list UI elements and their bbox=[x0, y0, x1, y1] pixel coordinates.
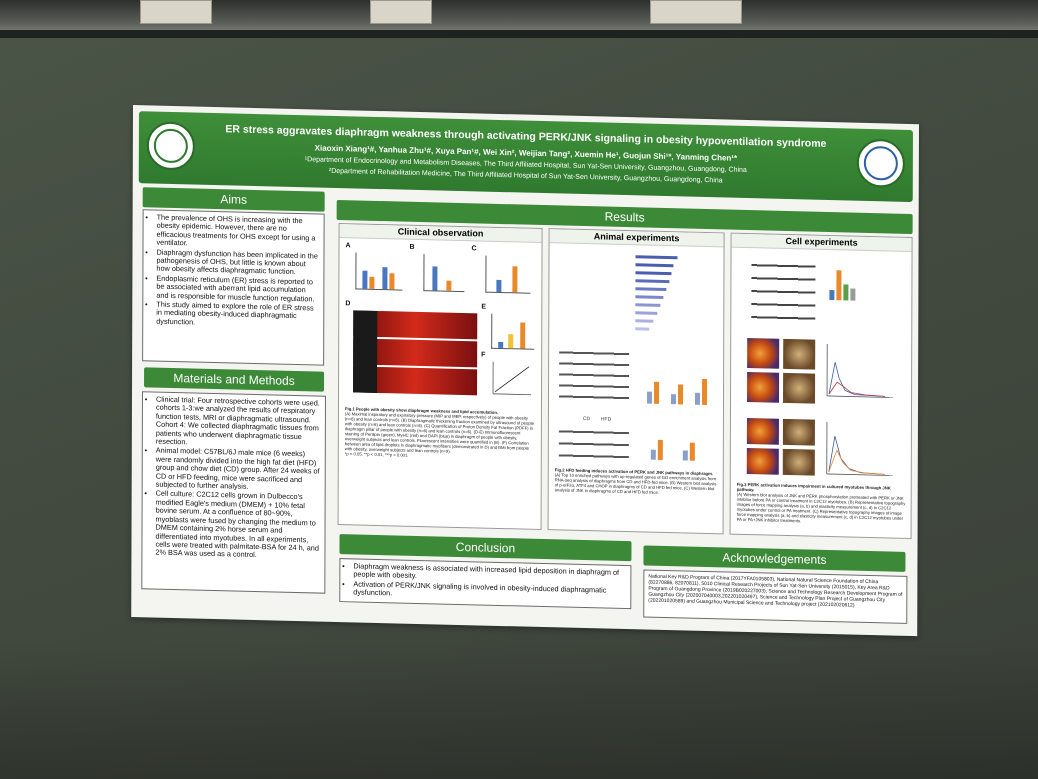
panel-letter: D bbox=[345, 300, 351, 308]
aims-item: Diaphragm dysfunction has been implicate… bbox=[156, 247, 319, 277]
topography-image bbox=[783, 338, 816, 370]
cell-caption: Fig.3 PERK activation induces impairment… bbox=[737, 482, 907, 534]
bar-chart-figure bbox=[485, 255, 531, 294]
methods-item: Clinical trial: Four retrospective cohor… bbox=[156, 395, 321, 450]
cell-caption-text: (A) Western blot analysis of JNK and PER… bbox=[736, 491, 906, 524]
topography-image bbox=[747, 338, 780, 369]
methods-heading: Materials and Methods bbox=[144, 367, 325, 392]
ceiling-light bbox=[650, 0, 742, 24]
ceiling-light bbox=[370, 0, 432, 24]
clinical-caption: Fig.1 People with obesity show diaphragm… bbox=[345, 406, 535, 523]
animal-caption: Fig.2 HFD feeding induces activation of … bbox=[555, 467, 719, 529]
western-blot bbox=[558, 423, 629, 460]
methods-box: Clinical trial: Four retrospective cohor… bbox=[141, 391, 327, 594]
poster-banner: ER stress aggravates diaphragm weakness … bbox=[138, 111, 913, 203]
elasticity-plot bbox=[826, 343, 894, 398]
animal-caption-text: (A) Top 10 enriched pathways with up-reg… bbox=[554, 472, 717, 495]
aims-item: This study aimed to explore the role of … bbox=[156, 300, 319, 330]
acknowledgements-heading: Acknowledgements bbox=[643, 545, 906, 572]
bar-chart-figure bbox=[640, 347, 716, 406]
panel-letter: F bbox=[481, 351, 486, 359]
animal-heading: Animal experiments bbox=[549, 229, 724, 248]
bar-chart-figure bbox=[355, 252, 403, 291]
university-logo-left-icon bbox=[146, 121, 195, 171]
clinical-caption-text: (A) Maximal inspiratory and expiratory p… bbox=[344, 411, 534, 454]
cell-heading: Cell experiments bbox=[731, 233, 912, 253]
topography-image bbox=[747, 372, 780, 403]
cell-experiments-panel: Cell experiments Fig.3 PERK ac bbox=[729, 232, 913, 540]
western-blot bbox=[751, 256, 816, 324]
topography-image bbox=[783, 372, 816, 404]
methods-item: Animal model: C57BL/6J male mice (6 week… bbox=[156, 446, 321, 493]
enriched-pathways-chart bbox=[557, 249, 718, 336]
animal-experiments-panel: Animal experiments CD HFD bbox=[547, 228, 725, 535]
aims-item: The prevalence of OHS is increasing with… bbox=[157, 213, 320, 252]
topography-image bbox=[746, 448, 779, 475]
western-blot bbox=[558, 345, 630, 404]
board-shadow bbox=[0, 640, 1038, 779]
significance-note: *p < 0.05, **p < 0.01, ***p < 0.001. bbox=[344, 451, 409, 458]
ceiling-light bbox=[140, 0, 212, 24]
clinical-heading: Clinical observation bbox=[339, 224, 542, 243]
panel-letter: E bbox=[481, 303, 487, 311]
poster-board-rail bbox=[0, 30, 1038, 40]
aims-box: The prevalence of OHS is increasing with… bbox=[142, 209, 325, 366]
panel-letter: A bbox=[345, 242, 351, 250]
group-label: HFD bbox=[600, 416, 612, 423]
cell-caption-title: Fig.3 PERK activation induces impairment… bbox=[736, 481, 891, 493]
topography-image bbox=[746, 418, 779, 445]
perilipin-channel bbox=[353, 310, 378, 393]
acknowledgements-text: National Key R&D Program of China (2017Y… bbox=[648, 573, 903, 609]
panel-letter: B bbox=[409, 243, 415, 251]
university-logo-right-icon bbox=[856, 138, 905, 188]
bar-chart-figure bbox=[423, 254, 465, 293]
conclusion-heading: Conclusion bbox=[339, 534, 632, 562]
research-poster: ER stress aggravates diaphragm weakness … bbox=[131, 105, 919, 637]
aims-heading: Aims bbox=[142, 187, 325, 212]
topography-image bbox=[782, 418, 815, 446]
bar-chart-figure bbox=[491, 313, 535, 350]
topography-image bbox=[782, 448, 815, 476]
clinical-observation-panel: Clinical observation A B C D E F bbox=[337, 223, 543, 530]
bar-chart-figure bbox=[823, 259, 888, 302]
elasticity-plot bbox=[826, 421, 893, 476]
group-label: CD bbox=[582, 415, 591, 423]
panel-letter: C bbox=[471, 245, 477, 253]
acknowledgements-box: National Key R&D Program of China (2017Y… bbox=[643, 569, 908, 624]
methods-item: Cell culture: C2C12 cells grown in Dulbe… bbox=[155, 489, 320, 561]
bar-chart-figure bbox=[640, 425, 715, 462]
correlation-plot bbox=[492, 361, 532, 396]
conclusion-box: Diaphragm weakness is associated with in… bbox=[339, 558, 632, 610]
